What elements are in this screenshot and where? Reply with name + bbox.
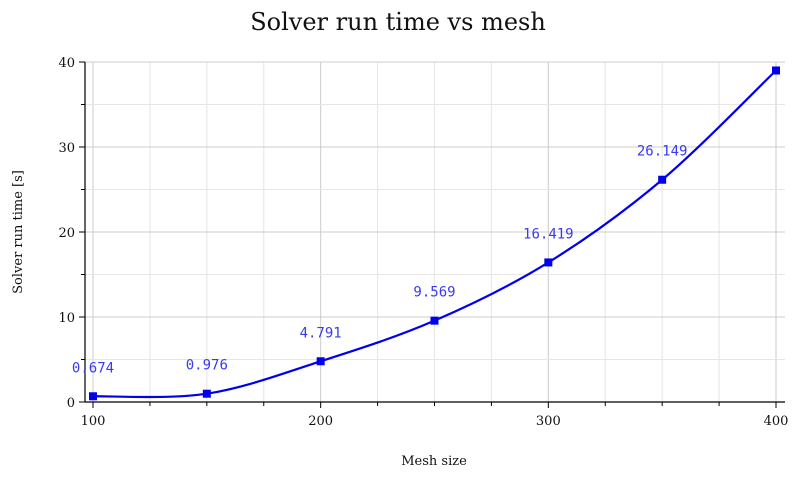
data-label: 4.791 — [300, 325, 342, 341]
y-tick-label: 10 — [58, 311, 75, 326]
data-point — [772, 66, 780, 75]
data-point — [202, 389, 211, 398]
data-label: 9.569 — [413, 285, 455, 301]
data-point — [316, 357, 325, 366]
data-point — [658, 175, 667, 184]
y-tick-label: 40 — [58, 56, 75, 71]
data-point — [89, 392, 97, 401]
y-axis-title: Solver run time [s] — [11, 170, 26, 294]
x-tick-label: 100 — [81, 414, 106, 429]
axes: 100 200 300 400 0 10 20 30 40 — [58, 56, 788, 429]
data-label: 0.976 — [186, 358, 228, 374]
grid — [85, 61, 785, 403]
data-label: 0.674 — [72, 360, 114, 376]
series — [89, 66, 780, 401]
chart-title: Solver run time vs mesh — [250, 8, 546, 36]
y-tick-label: 20 — [58, 226, 75, 241]
data-label: 16.419 — [523, 226, 574, 242]
x-axis-title: Mesh size — [401, 454, 467, 469]
data-label: 26.149 — [637, 144, 688, 160]
x-tick-label: 200 — [308, 414, 333, 429]
data-point — [430, 316, 439, 325]
y-tick-label: 30 — [58, 141, 75, 156]
y-tick-label: 0 — [67, 396, 75, 411]
data-point — [544, 258, 553, 267]
x-tick-label: 300 — [536, 414, 561, 429]
x-tick-label: 400 — [764, 414, 789, 429]
data-labels: 0.674 0.976 4.791 9.569 16.419 26.149 — [72, 144, 688, 377]
